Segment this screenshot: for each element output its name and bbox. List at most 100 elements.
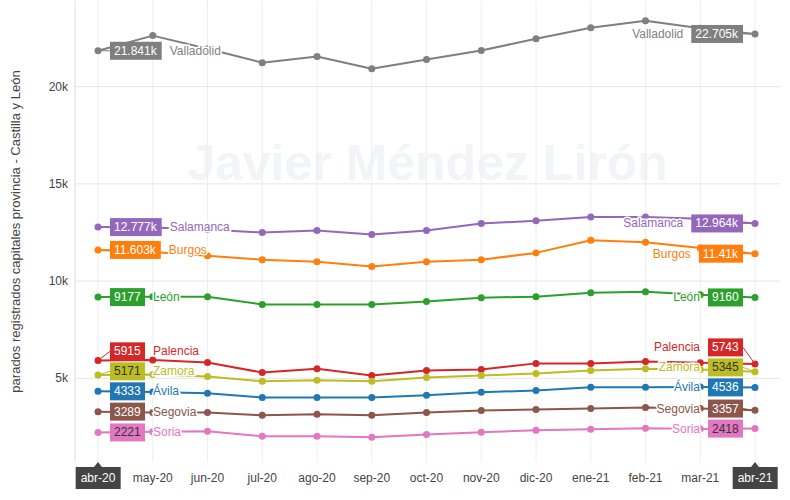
series-point <box>259 301 266 308</box>
end-label: 11.603kBurgos <box>98 241 207 259</box>
series-point <box>423 367 430 374</box>
x-tick-label: abr-20 <box>81 471 116 485</box>
series-name-label: Soria <box>672 422 700 436</box>
series-point <box>587 213 594 220</box>
label-connector <box>98 50 110 51</box>
x-tick-box <box>76 467 121 489</box>
series-point <box>478 407 485 414</box>
end-label: 12.777k Salamanca <box>98 218 230 236</box>
end-label: 3357 Segovia <box>657 400 755 418</box>
x-tick-label: ago-20 <box>298 471 336 485</box>
label-connector <box>743 428 755 429</box>
series-point <box>368 378 375 385</box>
label-connector <box>743 347 755 364</box>
data-label: 9177 <box>114 290 141 304</box>
series-point <box>642 404 649 411</box>
data-label: 4536 <box>712 380 739 394</box>
data-label: 4333 <box>114 384 141 398</box>
x-tick-label: nov-20 <box>463 471 500 485</box>
series-point <box>533 387 540 394</box>
series-point <box>587 360 594 367</box>
label-connector <box>743 409 755 411</box>
x-tick-label: mar-21 <box>681 471 719 485</box>
series-point <box>423 409 430 416</box>
data-label-box <box>110 218 162 236</box>
series-point <box>423 227 430 234</box>
y-tick-label: 15k <box>49 177 69 191</box>
data-label-box <box>708 378 743 396</box>
series-point <box>587 367 594 374</box>
x-grid-line <box>755 1 756 462</box>
series-point <box>368 231 375 238</box>
y-axis-title: parados registrados capitales provincia … <box>8 70 23 392</box>
data-label: 5171 <box>114 364 141 378</box>
series-point <box>259 412 266 419</box>
label-connector <box>98 297 110 298</box>
end-label: 21.841kValladolid <box>98 42 221 60</box>
labels: 2221Soria3289Segovia4333Ávila5171Zamora5… <box>98 25 755 441</box>
series-point <box>204 390 211 397</box>
series-line <box>98 360 755 376</box>
data-label-box <box>708 338 743 356</box>
end-label: 5171Zamora <box>98 362 195 380</box>
end-label: 3289Segovia <box>98 403 197 421</box>
series-point <box>368 65 375 72</box>
series-line <box>98 217 755 235</box>
end-label: 5345 Zamora <box>659 358 755 376</box>
data-label: 9160 <box>712 290 739 304</box>
x-tick-label: oct-20 <box>410 471 444 485</box>
label-connector <box>98 371 110 375</box>
y-grid-line <box>75 183 780 184</box>
label-connector <box>743 253 755 254</box>
data-label-box <box>110 342 145 360</box>
series-point <box>259 59 266 66</box>
series-point <box>533 35 540 42</box>
series-point <box>314 258 321 265</box>
series-point <box>478 47 485 54</box>
series-point <box>204 428 211 435</box>
series-name-label: León <box>153 290 180 304</box>
series-point <box>587 405 594 412</box>
data-label: 11.603k <box>114 243 157 257</box>
data-label: 11.41k <box>703 247 739 261</box>
series-point <box>314 394 321 401</box>
x-tick-box <box>733 467 778 489</box>
data-label: 21.841k <box>114 44 158 58</box>
label-connector <box>743 297 755 298</box>
series-point <box>368 434 375 441</box>
data-label-box <box>110 403 145 421</box>
label-connector <box>743 367 755 371</box>
label-connector <box>98 411 110 412</box>
series-point <box>587 289 594 296</box>
series-point <box>423 258 430 265</box>
data-label: 5915 <box>114 344 141 358</box>
series-name-label: Salamanca <box>170 220 230 234</box>
data-label-box <box>708 288 743 306</box>
series-point <box>587 237 594 244</box>
series-point <box>149 32 156 39</box>
end-label: 9177 León <box>98 288 180 306</box>
series-name-label: Ávila <box>153 383 179 398</box>
data-label: 5345 <box>712 360 739 374</box>
series-point <box>478 256 485 263</box>
x-tick-label: dic-20 <box>520 471 553 485</box>
chart: Javier Méndez Lirón5k10k15k20kparados re… <box>0 0 790 500</box>
x-tick-pointer <box>751 462 759 467</box>
end-label: 12.964kSalamanca <box>623 214 755 232</box>
series-point <box>533 370 540 377</box>
series-line <box>98 428 755 437</box>
x-tick-label: feb-21 <box>628 471 662 485</box>
end-label: 9160León <box>673 288 755 306</box>
series-point <box>314 301 321 308</box>
series-point <box>314 377 321 384</box>
series-point <box>587 384 594 391</box>
data-label: 3357 <box>712 402 739 416</box>
label-connector <box>743 33 755 34</box>
series-name-label: Zamora <box>659 360 701 374</box>
end-label: 5915Palencia <box>98 342 199 360</box>
series-point <box>314 227 321 234</box>
series-point <box>423 56 430 63</box>
series-point <box>587 426 594 433</box>
series-name-label: Segovia <box>657 402 701 416</box>
data-label: 12.777k <box>114 220 158 234</box>
